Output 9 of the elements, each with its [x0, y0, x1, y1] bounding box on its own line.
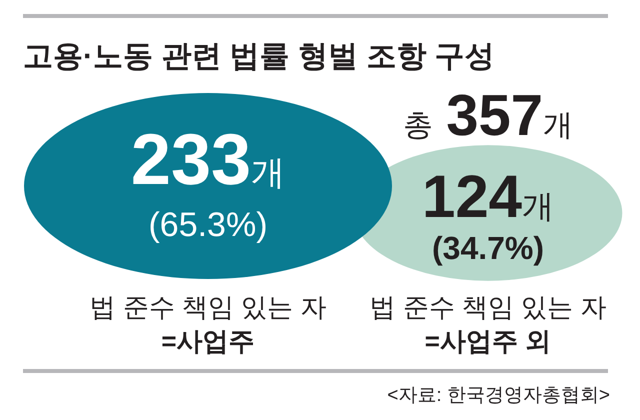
- category-label: 법 준수 책임 있는 자 =사업주: [90, 292, 326, 356]
- text: (34.7%): [432, 230, 544, 266]
- data-label: 233개: [130, 120, 286, 200]
- text: <자료: 한국경영자총협회>: [387, 385, 610, 406]
- text: (65.3%): [148, 206, 268, 244]
- text: 총 357개: [402, 83, 574, 148]
- category-label: 법 준수 책임 있는 자 =사업주 외: [370, 292, 606, 356]
- data-label: 124개: [422, 163, 554, 230]
- text: 고용·노동 관련 법률 형벌 조항 구성: [23, 40, 495, 73]
